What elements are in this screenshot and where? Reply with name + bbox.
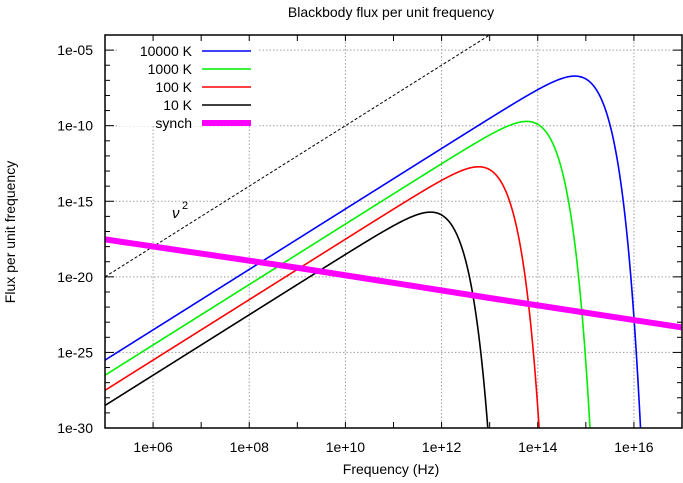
- y-tick-label: 1e-05: [57, 42, 93, 58]
- y-tick-label: 1e-20: [57, 269, 93, 285]
- axis-ticks: [104, 34, 683, 429]
- x-tick-label: 1e+10: [326, 439, 366, 455]
- x-tick-label: 1e+16: [614, 439, 654, 455]
- data-curves: [105, 35, 682, 428]
- legend-label: 10 K: [163, 97, 192, 113]
- y-tick-label: 1e-25: [57, 344, 93, 360]
- x-tick-label: 1e+12: [422, 439, 462, 455]
- x-tick-label: 1e+14: [518, 439, 558, 455]
- legend-label: 100 K: [155, 79, 192, 95]
- curve-1000-k: [105, 120, 591, 428]
- chart-title: Blackbody flux per unit frequency: [288, 4, 494, 20]
- x-tick-label: 1e+06: [133, 439, 173, 455]
- curve-10-k: [105, 211, 489, 428]
- legend-label: 1000 K: [148, 61, 193, 77]
- nu-exponent: 2: [182, 200, 188, 212]
- x-axis-label: Frequency (Hz): [343, 461, 439, 477]
- legend: 10000 K 1000 K 100 K 10 K synch: [118, 40, 258, 131]
- curve-10000-k: [105, 75, 642, 428]
- y-tick-label: 1e-30: [57, 420, 93, 436]
- curve-synch: [105, 236, 682, 331]
- y-tick-label: 1e-15: [57, 193, 93, 209]
- nu-squared-annotation: ν 2: [172, 200, 188, 222]
- nu-symbol: ν: [172, 205, 180, 222]
- y-axis-label: Flux per unit frequency: [2, 161, 18, 303]
- x-tick-label: 1e+08: [230, 439, 270, 455]
- legend-label: 10000 K: [140, 43, 193, 59]
- y-tick-label: 1e-10: [57, 118, 93, 134]
- curve-100-k: [105, 165, 540, 428]
- nu-squared-line: [105, 35, 490, 278]
- tick-labels: 1e+06 1e+08 1e+10 1e+12 1e+14 1e+16 1e-05 1e-10…: [57, 42, 654, 455]
- legend-label: synch: [155, 115, 192, 131]
